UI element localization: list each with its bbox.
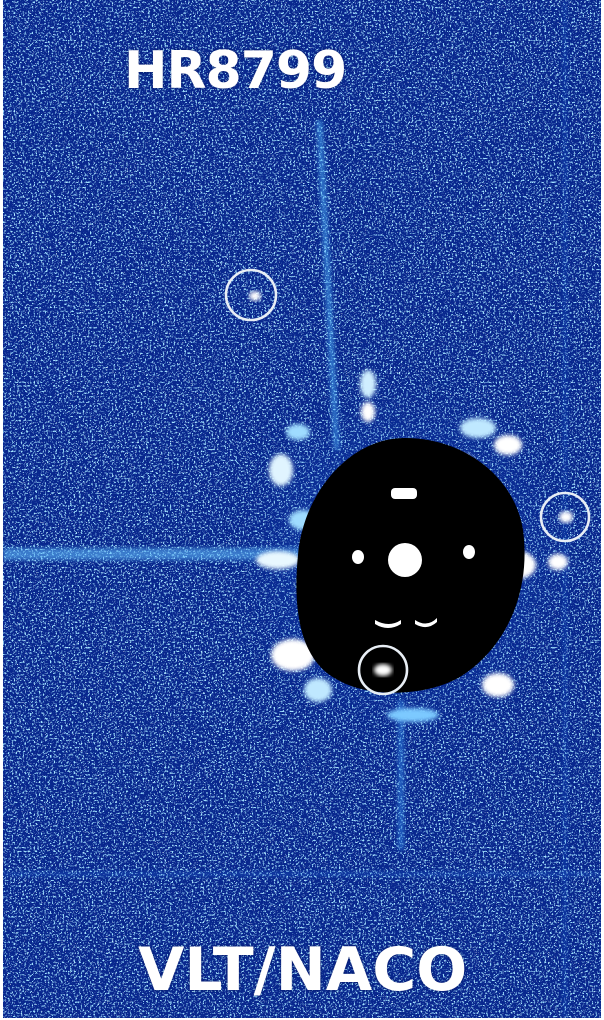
instrument-label: VLT/NACO — [138, 935, 468, 1005]
planet-marker-b — [224, 268, 278, 322]
planet-marker-d — [357, 644, 409, 696]
target-label: HR8799 — [124, 41, 347, 101]
marked-planets — [224, 268, 591, 696]
central-star — [352, 488, 475, 628]
planet-marker-c — [539, 491, 591, 543]
hr8799-direct-image — [3, 0, 601, 1018]
